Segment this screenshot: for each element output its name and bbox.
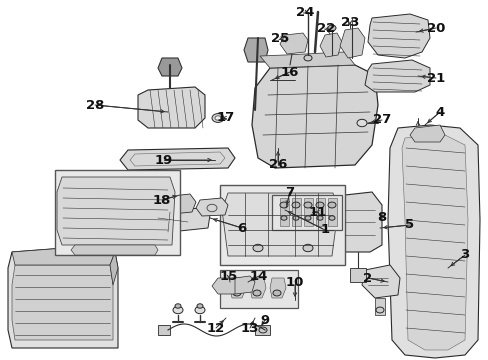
Circle shape <box>327 202 335 208</box>
Circle shape <box>259 327 266 333</box>
Polygon shape <box>364 60 429 92</box>
Circle shape <box>252 290 261 296</box>
Polygon shape <box>120 148 235 170</box>
Text: 13: 13 <box>240 321 259 334</box>
Circle shape <box>195 306 204 314</box>
Circle shape <box>215 116 221 120</box>
Polygon shape <box>254 325 269 335</box>
Polygon shape <box>319 33 341 57</box>
Circle shape <box>197 304 203 308</box>
Circle shape <box>304 202 311 208</box>
Text: 5: 5 <box>405 219 414 231</box>
Circle shape <box>327 25 335 31</box>
Text: 18: 18 <box>152 194 171 207</box>
Polygon shape <box>367 14 429 58</box>
Circle shape <box>291 202 299 208</box>
Text: 2: 2 <box>363 271 372 284</box>
Text: 24: 24 <box>295 5 314 18</box>
Bar <box>220 270 297 308</box>
Bar <box>327 198 336 226</box>
Bar <box>55 170 180 255</box>
Text: 12: 12 <box>206 321 224 334</box>
Text: 23: 23 <box>340 15 359 28</box>
Text: 11: 11 <box>308 206 326 219</box>
Text: 10: 10 <box>285 275 304 288</box>
Circle shape <box>252 244 263 252</box>
Polygon shape <box>158 58 182 76</box>
Circle shape <box>232 290 241 296</box>
Circle shape <box>281 216 286 220</box>
Text: 14: 14 <box>249 270 267 283</box>
Polygon shape <box>8 248 118 348</box>
Circle shape <box>292 216 298 220</box>
Text: 7: 7 <box>285 185 294 198</box>
Text: 21: 21 <box>426 72 444 85</box>
Circle shape <box>303 244 312 252</box>
Text: 9: 9 <box>260 314 269 327</box>
Polygon shape <box>57 177 175 245</box>
Text: 8: 8 <box>377 211 386 225</box>
Text: 26: 26 <box>268 158 286 171</box>
Bar <box>304 198 312 226</box>
Polygon shape <box>280 33 307 54</box>
Text: 3: 3 <box>459 248 468 261</box>
Polygon shape <box>229 278 245 298</box>
Polygon shape <box>71 245 158 255</box>
Circle shape <box>328 216 334 220</box>
Text: 28: 28 <box>85 99 104 112</box>
Polygon shape <box>227 276 254 294</box>
Bar <box>280 198 288 226</box>
Text: 27: 27 <box>372 113 390 126</box>
Polygon shape <box>249 278 265 298</box>
Text: 15: 15 <box>220 270 238 283</box>
Text: 25: 25 <box>270 31 288 45</box>
Polygon shape <box>361 265 399 298</box>
Polygon shape <box>12 265 113 340</box>
Polygon shape <box>164 194 196 214</box>
Circle shape <box>272 290 281 296</box>
Text: 17: 17 <box>217 112 235 125</box>
Polygon shape <box>155 208 209 232</box>
Text: 22: 22 <box>316 22 334 35</box>
Polygon shape <box>244 38 267 62</box>
Polygon shape <box>251 65 377 168</box>
Text: 20: 20 <box>426 22 444 35</box>
Polygon shape <box>339 28 364 58</box>
Polygon shape <box>374 298 384 315</box>
Circle shape <box>375 307 383 313</box>
Bar <box>271 195 341 230</box>
Circle shape <box>305 216 310 220</box>
Bar <box>291 198 301 226</box>
Polygon shape <box>110 252 118 285</box>
Polygon shape <box>222 193 337 256</box>
Bar <box>315 198 325 226</box>
Circle shape <box>173 306 183 314</box>
Polygon shape <box>269 278 285 298</box>
Polygon shape <box>409 125 444 142</box>
Circle shape <box>212 114 224 122</box>
Polygon shape <box>138 87 204 128</box>
Polygon shape <box>334 192 381 252</box>
Text: 19: 19 <box>155 153 173 166</box>
Polygon shape <box>196 198 227 216</box>
Circle shape <box>175 304 181 308</box>
Text: 4: 4 <box>434 105 444 118</box>
Circle shape <box>280 202 287 208</box>
Polygon shape <box>401 135 467 350</box>
Text: 6: 6 <box>237 221 246 234</box>
Text: 1: 1 <box>320 224 329 237</box>
Polygon shape <box>158 325 170 335</box>
Polygon shape <box>12 248 115 265</box>
Text: 16: 16 <box>280 66 299 78</box>
Bar <box>220 185 345 265</box>
Circle shape <box>356 119 366 127</box>
Circle shape <box>316 216 323 220</box>
Polygon shape <box>387 125 479 358</box>
Polygon shape <box>349 268 365 282</box>
Polygon shape <box>212 278 235 294</box>
Circle shape <box>304 55 311 61</box>
Polygon shape <box>260 52 354 68</box>
Circle shape <box>315 202 324 208</box>
